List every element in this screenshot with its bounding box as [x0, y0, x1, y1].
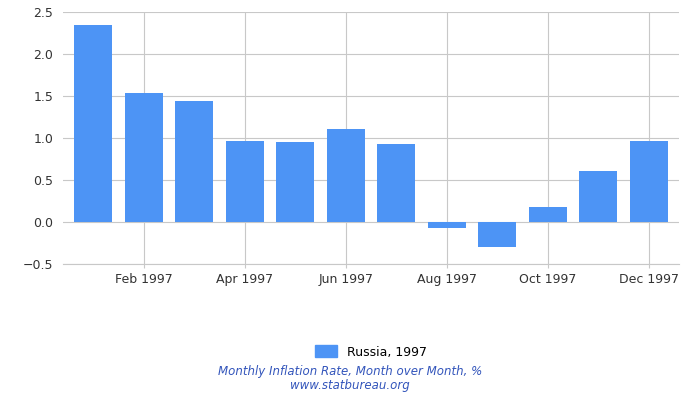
Bar: [377, 144, 415, 222]
Legend: Russia, 1997: Russia, 1997: [309, 340, 433, 364]
Bar: [226, 140, 264, 222]
Text: www.statbureau.org: www.statbureau.org: [290, 379, 410, 392]
Bar: [428, 222, 466, 228]
Bar: [74, 25, 112, 222]
Bar: [175, 101, 214, 222]
Text: Monthly Inflation Rate, Month over Month, %: Monthly Inflation Rate, Month over Month…: [218, 365, 482, 378]
Bar: [478, 222, 516, 247]
Bar: [125, 93, 162, 222]
Bar: [276, 142, 314, 222]
Bar: [528, 207, 567, 222]
Bar: [327, 129, 365, 222]
Bar: [580, 171, 617, 222]
Bar: [630, 140, 668, 222]
